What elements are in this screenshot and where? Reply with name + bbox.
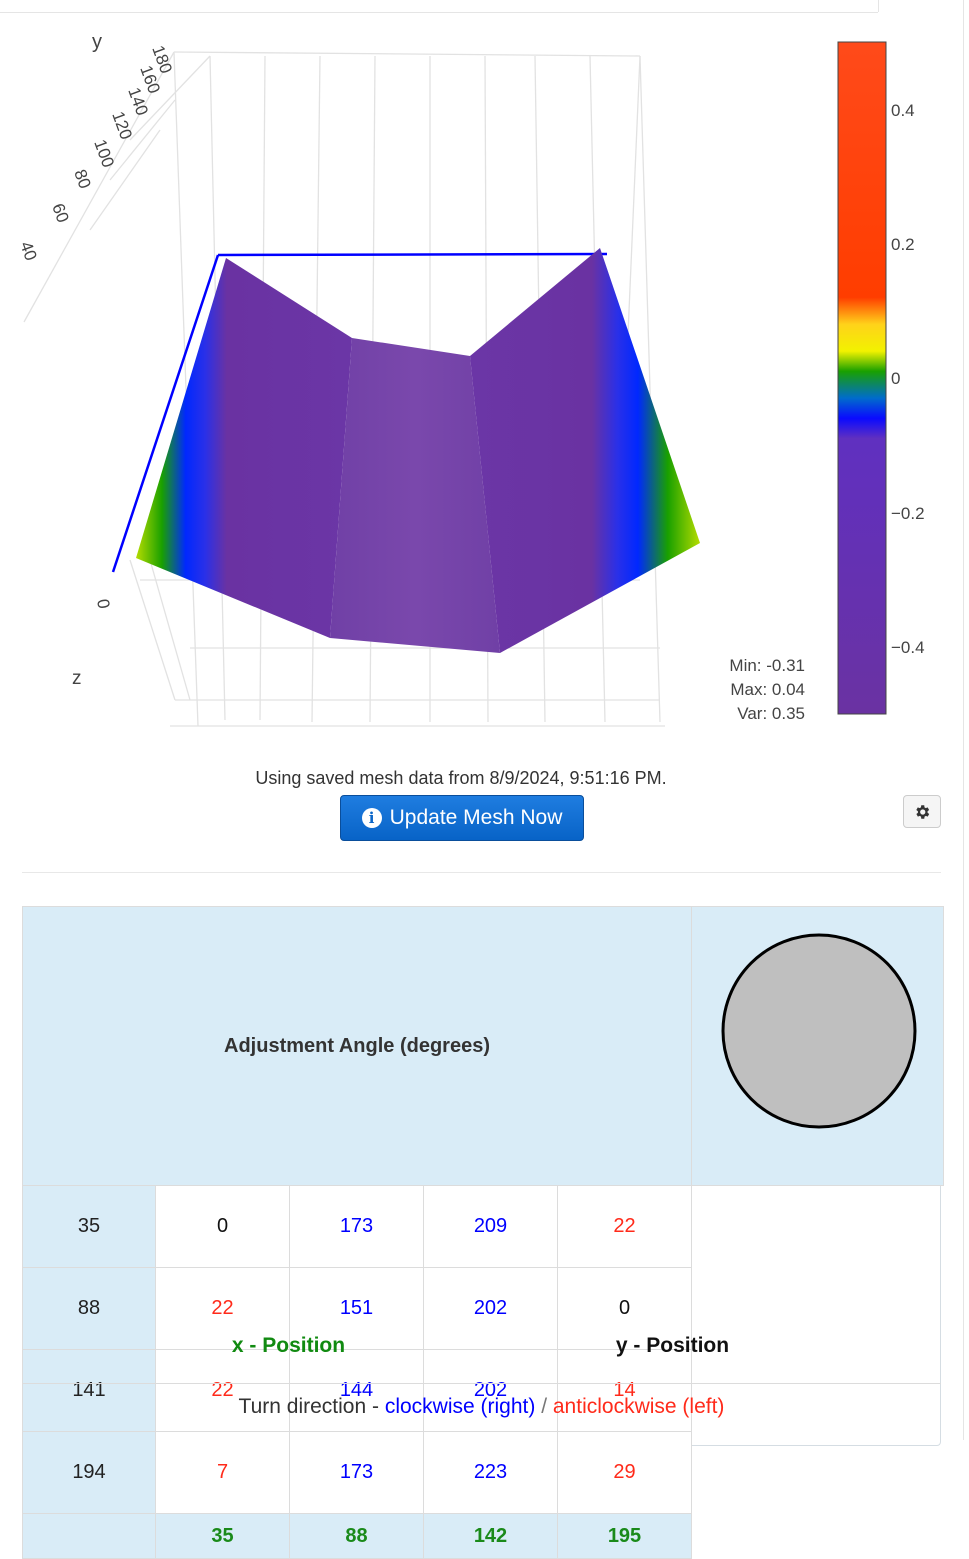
angle-cell: 151: [289, 1267, 424, 1350]
angle-cell: 22: [155, 1349, 290, 1432]
angle-cell: 209: [423, 1185, 558, 1268]
angle-cell: 223: [423, 1431, 558, 1514]
top-border-corner: [878, 0, 879, 12]
x-position-value: 142: [423, 1513, 558, 1559]
row-y-position: 141: [22, 1349, 156, 1432]
gear-icon: [916, 804, 930, 819]
legend-slash: /: [535, 1395, 553, 1418]
top-border: [0, 12, 878, 13]
y-tick-label: 40: [16, 239, 40, 263]
axis-z-label: z: [72, 668, 82, 689]
right-border: [963, 0, 964, 1440]
y-tick-label: 120: [108, 109, 136, 142]
x-position-row: 35 88 142 195: [22, 1513, 944, 1559]
angle-cell: 29: [557, 1431, 692, 1514]
angle-cell: 173: [289, 1185, 424, 1268]
angle-cell: 14: [557, 1349, 692, 1432]
stat-var: Var: 0.35: [737, 704, 805, 723]
adjustment-table: Adjustment Angle (degrees) 35 0 173 209 22 88…: [22, 906, 944, 1559]
colorbar-tick-label: 0: [891, 369, 900, 388]
saved-mesh-status: Using saved mesh data from 8/9/2024, 9:5…: [255, 768, 667, 788]
y-tick-label: 80: [70, 167, 94, 191]
x-position-value: 88: [289, 1513, 424, 1559]
colorbar-tick-label: 0.4: [891, 101, 915, 120]
y-position-label: y - Position: [615, 1334, 730, 1357]
colorbar-tick-label: −0.2: [891, 504, 925, 523]
anticlockwise-label: anticlockwise (left): [552, 1395, 725, 1418]
colorbar-tick-label: −0.4: [891, 638, 925, 657]
bed-visual-cell: [691, 906, 944, 1186]
x-position-value: 195: [557, 1513, 692, 1559]
x-position-corner: [22, 1513, 156, 1559]
table-row: 194 7 173 223 29: [22, 1431, 944, 1514]
y-tick-label: 100: [90, 137, 118, 170]
angle-cell: 202: [423, 1349, 558, 1432]
angle-cell: 173: [289, 1431, 424, 1514]
legend-divider: [22, 1383, 941, 1384]
x-position-label: x - Position: [231, 1334, 346, 1357]
angle-cell: 144: [289, 1349, 424, 1432]
update-mesh-button[interactable]: i Update Mesh Now: [340, 795, 584, 841]
table-row: 88 22 151 202 0: [22, 1267, 944, 1350]
turn-direction-legend: Turn direction - clockwise (right) / ant…: [22, 1395, 941, 1419]
mesh-stats: Min: -0.31 Max: 0.04 Var: 0.35: [690, 654, 805, 726]
colorbar: [837, 41, 887, 715]
x-position-value: 35: [155, 1513, 290, 1559]
section-divider: [22, 872, 941, 873]
angle-cell: 22: [557, 1185, 692, 1268]
clockwise-label: clockwise (right): [384, 1395, 536, 1418]
z-axis-tick: 0: [93, 597, 113, 610]
table-row: 35 0 173 209 22: [22, 1185, 944, 1268]
angle-cell: 202: [423, 1267, 558, 1350]
mesh-surface: [136, 248, 700, 653]
update-mesh-label: Update Mesh Now: [389, 806, 563, 829]
stat-min: Min: -0.31: [729, 656, 805, 675]
colorbar-ticks: 0.4 0.2 0 −0.2 −0.4: [891, 101, 925, 657]
info-icon: i: [361, 808, 382, 828]
colorbar-tick-label: 0.2: [891, 235, 915, 254]
angle-cell: 0: [155, 1185, 290, 1268]
turn-direction-prefix: Turn direction -: [238, 1395, 385, 1418]
adjustment-table-title: Adjustment Angle (degrees): [22, 906, 692, 1186]
mesh-wireframe: [111, 252, 608, 573]
stat-max: Max: 0.04: [730, 680, 805, 699]
bed-circle-icon: [721, 933, 917, 1129]
row-y-position: 194: [22, 1431, 156, 1514]
angle-cell: 7: [155, 1431, 290, 1514]
axis-y-label: y: [92, 31, 102, 53]
angle-cell: 22: [155, 1267, 290, 1350]
row-y-position: 35: [22, 1185, 156, 1268]
table-row: 141 22 144 202 14: [22, 1349, 944, 1432]
settings-button[interactable]: [903, 795, 941, 828]
y-tick-label: 60: [48, 201, 72, 225]
